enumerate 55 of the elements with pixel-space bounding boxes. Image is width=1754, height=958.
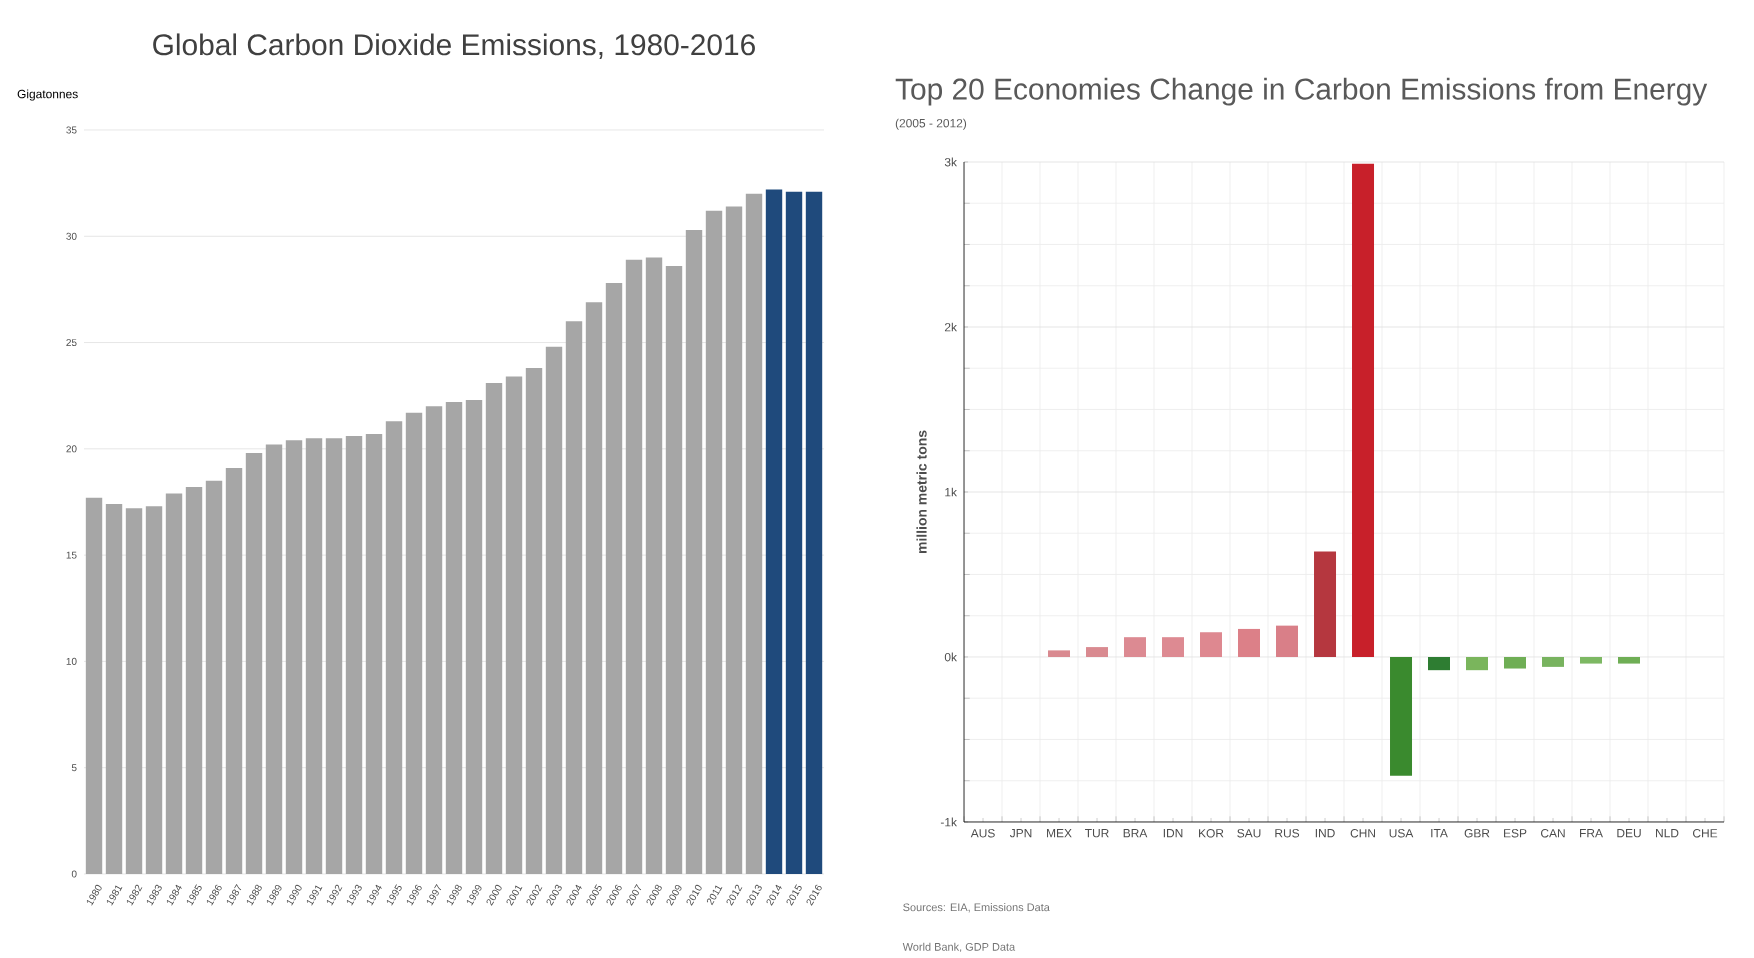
bar — [1200, 631, 1223, 657]
bar — [485, 382, 503, 874]
bar — [345, 435, 363, 874]
bar — [425, 405, 443, 874]
bar — [805, 191, 823, 874]
bar — [1314, 551, 1337, 657]
bar — [605, 282, 623, 874]
bar — [405, 412, 423, 874]
bar — [525, 367, 543, 874]
bar — [365, 433, 383, 874]
chart-title: Top 20 Economies Change in Carbon Emissions from Energy — [895, 77, 1708, 106]
bar — [185, 486, 203, 874]
bar — [665, 265, 683, 874]
bar — [105, 503, 123, 874]
bar — [565, 320, 583, 874]
bar — [645, 257, 663, 874]
bar — [765, 189, 783, 874]
bar — [445, 401, 463, 874]
bar — [745, 193, 763, 874]
bar — [1580, 656, 1603, 664]
bar — [725, 206, 743, 874]
bar — [145, 505, 163, 874]
bar — [305, 437, 323, 874]
bar — [1162, 636, 1185, 657]
bar — [285, 439, 303, 874]
bar — [1542, 656, 1565, 667]
bar — [1618, 656, 1641, 664]
bar — [585, 301, 603, 874]
bar — [1086, 646, 1109, 657]
bar — [85, 497, 103, 874]
bar — [465, 399, 483, 874]
bar — [205, 480, 223, 874]
bar — [1048, 650, 1071, 657]
bar — [265, 444, 283, 874]
bar — [1504, 656, 1527, 669]
bar — [1390, 656, 1413, 776]
bar — [545, 346, 563, 874]
chart-title: Global Carbon Dioxide Emissions, 1980-2016 — [153, 33, 755, 59]
bar — [325, 437, 343, 874]
bar — [165, 493, 183, 874]
bar — [245, 452, 263, 874]
bar — [385, 420, 403, 874]
bar — [1466, 656, 1489, 670]
bar — [625, 259, 643, 874]
bar — [125, 508, 143, 874]
bar — [1428, 656, 1451, 670]
bar — [505, 376, 523, 874]
bar — [1276, 625, 1299, 657]
bar — [1124, 636, 1147, 657]
bar — [685, 229, 703, 874]
bar — [785, 191, 803, 874]
bar — [225, 467, 243, 874]
bar — [705, 210, 723, 874]
bar — [1352, 163, 1375, 657]
bar — [1238, 628, 1261, 657]
